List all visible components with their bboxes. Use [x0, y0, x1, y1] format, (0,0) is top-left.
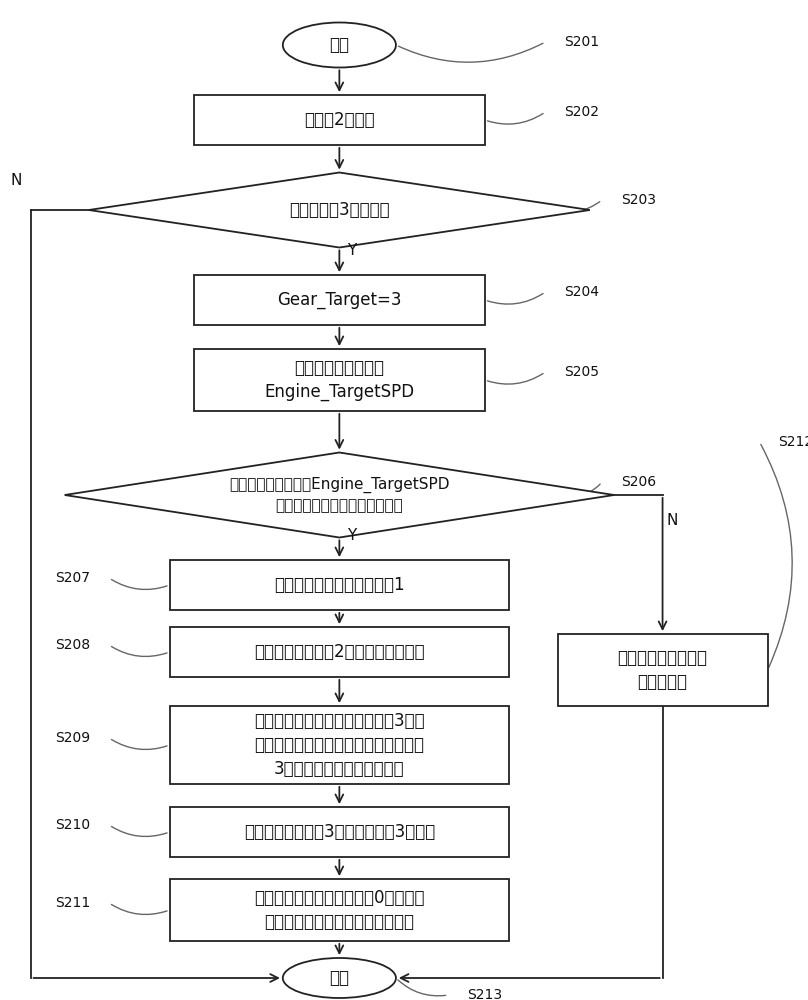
Bar [194, 349, 485, 411]
Bar [170, 706, 509, 784]
Text: S204: S204 [564, 285, 600, 299]
Polygon shape [65, 452, 614, 538]
Text: 发动机转速控制标志位处于1: 发动机转速控制标志位处于1 [274, 576, 405, 594]
Text: S208: S208 [55, 638, 90, 652]
Text: 计算发动机目标转速
Engine_TargetSPD: 计算发动机目标转速 Engine_TargetSPD [264, 359, 415, 401]
Bar [170, 560, 509, 610]
Text: 将发动机转速控制标志位置0，取消对
发动机转速的控制，完成换挡过程: 将发动机转速控制标志位置0，取消对 发动机转速的控制，完成换挡过程 [254, 889, 425, 931]
Text: 开始: 开始 [330, 36, 349, 54]
Text: N: N [667, 513, 678, 528]
Text: Y: Y [347, 528, 356, 543]
Bar [170, 627, 509, 677]
Bar [194, 275, 485, 325]
Text: 车辆在2挡行驶: 车辆在2挡行驶 [304, 111, 375, 129]
Text: S213: S213 [467, 988, 503, 1000]
Text: 选挡电机动作，选挡位置移动到3挡的
选挡位置，同时控制发动机转速下降到
3挡结合时的目标发动机转速: 选挡电机动作，选挡位置移动到3挡的 选挡位置，同时控制发动机转速下降到 3挡结合… [254, 712, 425, 778]
Ellipse shape [283, 958, 396, 998]
Text: S201: S201 [564, 35, 600, 49]
Text: 判断是否有3挡的请求: 判断是否有3挡的请求 [289, 201, 389, 219]
Text: S207: S207 [55, 571, 90, 585]
Bar [558, 634, 768, 706]
Polygon shape [89, 172, 590, 247]
Bar [170, 807, 509, 857]
Bar [170, 879, 509, 941]
Text: Y: Y [347, 243, 356, 258]
Text: S205: S205 [564, 365, 600, 379]
Text: 结束: 结束 [330, 969, 349, 987]
Text: S210: S210 [55, 818, 90, 832]
Text: Gear_Target=3: Gear_Target=3 [277, 291, 402, 309]
Ellipse shape [283, 22, 396, 68]
Text: S211: S211 [55, 896, 90, 910]
Text: 换挡电机动作，劁3挡同步器挂至3挡位置: 换挡电机动作，劁3挡同步器挂至3挡位置 [244, 823, 435, 841]
Text: N: N [11, 173, 22, 188]
Text: 采用离合器分离结合
的换挡程序: 采用离合器分离结合 的换挡程序 [617, 649, 708, 691]
Text: S209: S209 [55, 731, 90, 745]
Text: S202: S202 [564, 105, 600, 119]
Text: 判断发动机目标转速Engine_TargetSPD
是否大于等于发动机的怠速转速: 判断发动机目标转速Engine_TargetSPD 是否大于等于发动机的怠速转速 [229, 477, 449, 513]
Text: 换挡电机动作，劁2挡同步器退至空挡: 换挡电机动作，劁2挡同步器退至空挡 [254, 643, 425, 661]
Text: S206: S206 [621, 475, 656, 489]
Bar [194, 95, 485, 145]
Text: S203: S203 [621, 193, 656, 207]
Text: S212: S212 [778, 435, 808, 449]
